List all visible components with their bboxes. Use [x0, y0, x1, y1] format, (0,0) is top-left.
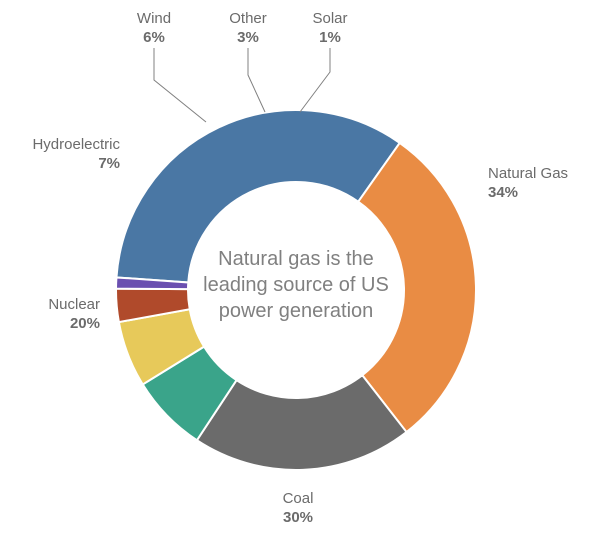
slice-coal	[358, 143, 476, 432]
label-other: Other 3%	[218, 10, 278, 48]
label-nuclear: Nuclear 20%	[0, 296, 100, 334]
label-natural-gas-text: Natural Gas	[488, 165, 568, 182]
label-other-text: Other	[229, 10, 267, 27]
leader-other	[248, 48, 265, 112]
label-wind: Wind 6%	[124, 10, 184, 48]
label-coal-text: Coal	[283, 490, 314, 507]
label-hydroelectric-pct: 7%	[98, 155, 120, 172]
donut-chart: Natural gas is the leading source of US …	[0, 0, 600, 546]
label-solar-text: Solar	[312, 10, 347, 27]
label-solar-pct: 1%	[319, 29, 341, 46]
leader-wind	[154, 48, 206, 122]
label-wind-pct: 6%	[143, 29, 165, 46]
label-nuclear-text: Nuclear	[48, 296, 100, 313]
donut-svg	[0, 0, 600, 546]
label-coal: Coal 30%	[258, 490, 338, 528]
label-solar: Solar 1%	[300, 10, 360, 48]
label-natural-gas: Natural Gas 34%	[488, 165, 598, 203]
label-natural-gas-pct: 34%	[488, 184, 518, 201]
label-nuclear-pct: 20%	[70, 315, 100, 332]
slice-natural-gas	[116, 110, 399, 282]
leader-solar	[300, 48, 330, 112]
label-hydroelectric: Hydroelectric 7%	[0, 136, 120, 174]
label-coal-pct: 30%	[283, 509, 313, 526]
label-wind-text: Wind	[137, 10, 171, 27]
label-other-pct: 3%	[237, 29, 259, 46]
label-hydroelectric-text: Hydroelectric	[32, 136, 120, 153]
